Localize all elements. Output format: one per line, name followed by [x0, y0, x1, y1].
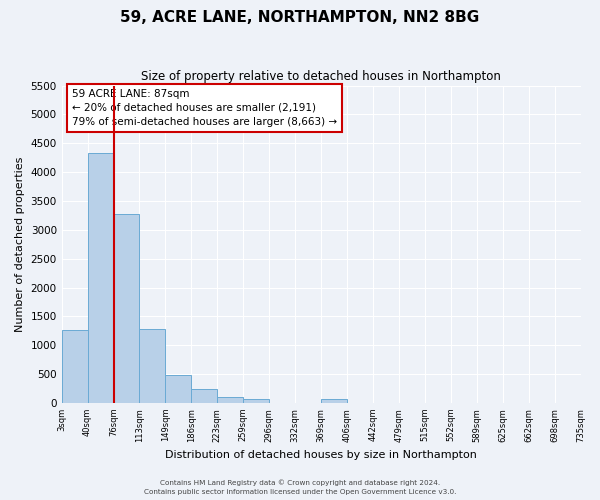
Bar — [243, 399, 269, 403]
Bar — [88, 153, 113, 403]
Y-axis label: Number of detached properties: Number of detached properties — [15, 156, 25, 332]
Title: Size of property relative to detached houses in Northampton: Size of property relative to detached ho… — [141, 70, 501, 83]
Text: 59 ACRE LANE: 87sqm
← 20% of detached houses are smaller (2,191)
79% of semi-det: 59 ACRE LANE: 87sqm ← 20% of detached ho… — [72, 88, 337, 126]
Bar — [321, 400, 347, 403]
Bar — [166, 375, 191, 403]
Bar — [113, 214, 139, 403]
X-axis label: Distribution of detached houses by size in Northampton: Distribution of detached houses by size … — [165, 450, 477, 460]
Bar — [139, 329, 166, 403]
Text: 59, ACRE LANE, NORTHAMPTON, NN2 8BG: 59, ACRE LANE, NORTHAMPTON, NN2 8BG — [121, 10, 479, 25]
Bar — [62, 330, 88, 403]
Bar — [217, 397, 243, 403]
Bar — [191, 389, 217, 403]
Text: Contains HM Land Registry data © Crown copyright and database right 2024.
Contai: Contains HM Land Registry data © Crown c… — [144, 480, 456, 495]
